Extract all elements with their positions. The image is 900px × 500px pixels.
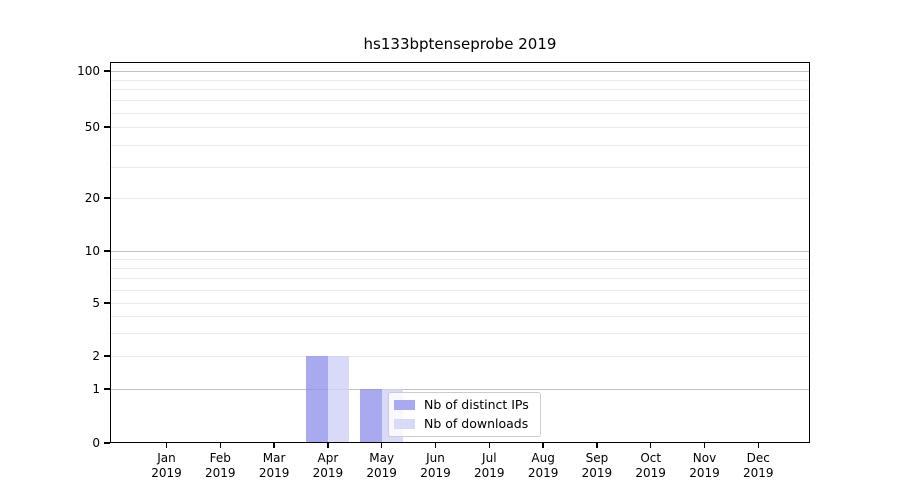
y-tick-mark-1 (104, 388, 110, 390)
gridline-y-6 (110, 289, 810, 291)
legend-row-distinct-ips: Nb of distinct IPs (394, 398, 529, 412)
gridline-y-40 (110, 144, 810, 146)
y-tick-label-10: 10 (84, 243, 100, 258)
gridline-y-90 (110, 79, 810, 81)
gridline-y-100 (110, 71, 810, 72)
gridline-y-2 (110, 356, 810, 357)
y-tick-label-50: 50 (84, 119, 100, 134)
y-tick-label-5: 5 (92, 295, 100, 310)
y-tick-mark-5 (104, 302, 110, 304)
x-tick-label-dec: Dec 2019 (743, 451, 774, 480)
gridline-y-5 (110, 303, 810, 304)
legend: Nb of distinct IPs Nb of downloads (388, 392, 541, 437)
x-tick-label-may: May 2019 (366, 451, 397, 480)
gridline-y-20 (110, 198, 810, 199)
gridline-y-10 (110, 251, 810, 252)
x-tick-label-jan: Jan 2019 (151, 451, 182, 480)
x-tick-label-jun: Jun 2019 (420, 451, 451, 480)
x-tick-mark-feb (219, 443, 221, 448)
gridline-y-7 (110, 278, 810, 279)
x-tick-label-feb: Feb 2019 (205, 451, 236, 480)
bar-distinct-ips-apr (306, 356, 328, 443)
y-tick-label-20: 20 (84, 190, 100, 205)
y-tick-mark-20 (104, 197, 110, 199)
legend-label-distinct-ips: Nb of distinct IPs (424, 397, 529, 412)
legend-label-downloads: Nb of downloads (424, 416, 529, 431)
x-tick-label-nov: Nov 2019 (689, 451, 720, 480)
x-tick-label-oct: Oct 2019 (635, 451, 666, 480)
x-tick-mark-aug (542, 443, 544, 448)
y-tick-label-1: 1 (92, 381, 100, 396)
gridline-y-80 (110, 89, 810, 90)
x-tick-mark-sep (596, 443, 598, 448)
legend-row-downloads: Nb of downloads (394, 417, 529, 431)
x-tick-mark-mar (273, 443, 275, 448)
y-tick-label-0: 0 (92, 435, 100, 450)
legend-swatch-downloads (394, 419, 415, 429)
y-tick-label-100: 100 (77, 63, 100, 78)
gridline-y-70 (110, 100, 810, 101)
x-tick-label-jul: Jul 2019 (474, 451, 505, 480)
x-tick-mark-oct (650, 443, 652, 448)
bar-downloads-apr (327, 356, 350, 443)
x-tick-mark-jan (165, 443, 168, 448)
y-tick-label-2: 2 (92, 348, 100, 363)
gridline-y-8 (110, 268, 810, 269)
legend-swatch-distinct-ips (394, 400, 415, 410)
x-tick-label-apr: Apr 2019 (312, 451, 344, 480)
gridline-y-60 (110, 112, 810, 114)
y-tick-mark-10 (104, 250, 110, 252)
x-tick-mark-nov (703, 443, 706, 448)
gridline-y-3 (110, 332, 810, 334)
x-tick-mark-jun (434, 443, 437, 448)
gridline-y-1 (110, 389, 810, 390)
plot-area (110, 62, 810, 443)
y-tick-mark-2 (104, 355, 110, 357)
x-tick-label-sep: Sep 2019 (581, 451, 613, 480)
x-tick-label-aug: Aug 2019 (527, 451, 559, 480)
gridline-y-50 (110, 127, 810, 128)
gridline-y-4 (110, 316, 810, 317)
x-tick-mark-dec (757, 443, 759, 448)
y-tick-mark-50 (104, 126, 110, 128)
y-tick-mark-100 (104, 70, 110, 72)
gridline-y-30 (110, 166, 810, 168)
bar-distinct-ips-may (360, 389, 382, 443)
x-tick-mark-jul (488, 443, 490, 448)
x-tick-mark-may (381, 443, 383, 448)
x-tick-mark-apr (327, 443, 329, 448)
chart-title: hs133bptenseprobe 2019 (363, 35, 557, 53)
y-tick-mark-0 (104, 442, 110, 444)
gridline-y-9 (110, 259, 810, 260)
x-tick-label-mar: Mar 2019 (258, 451, 290, 480)
